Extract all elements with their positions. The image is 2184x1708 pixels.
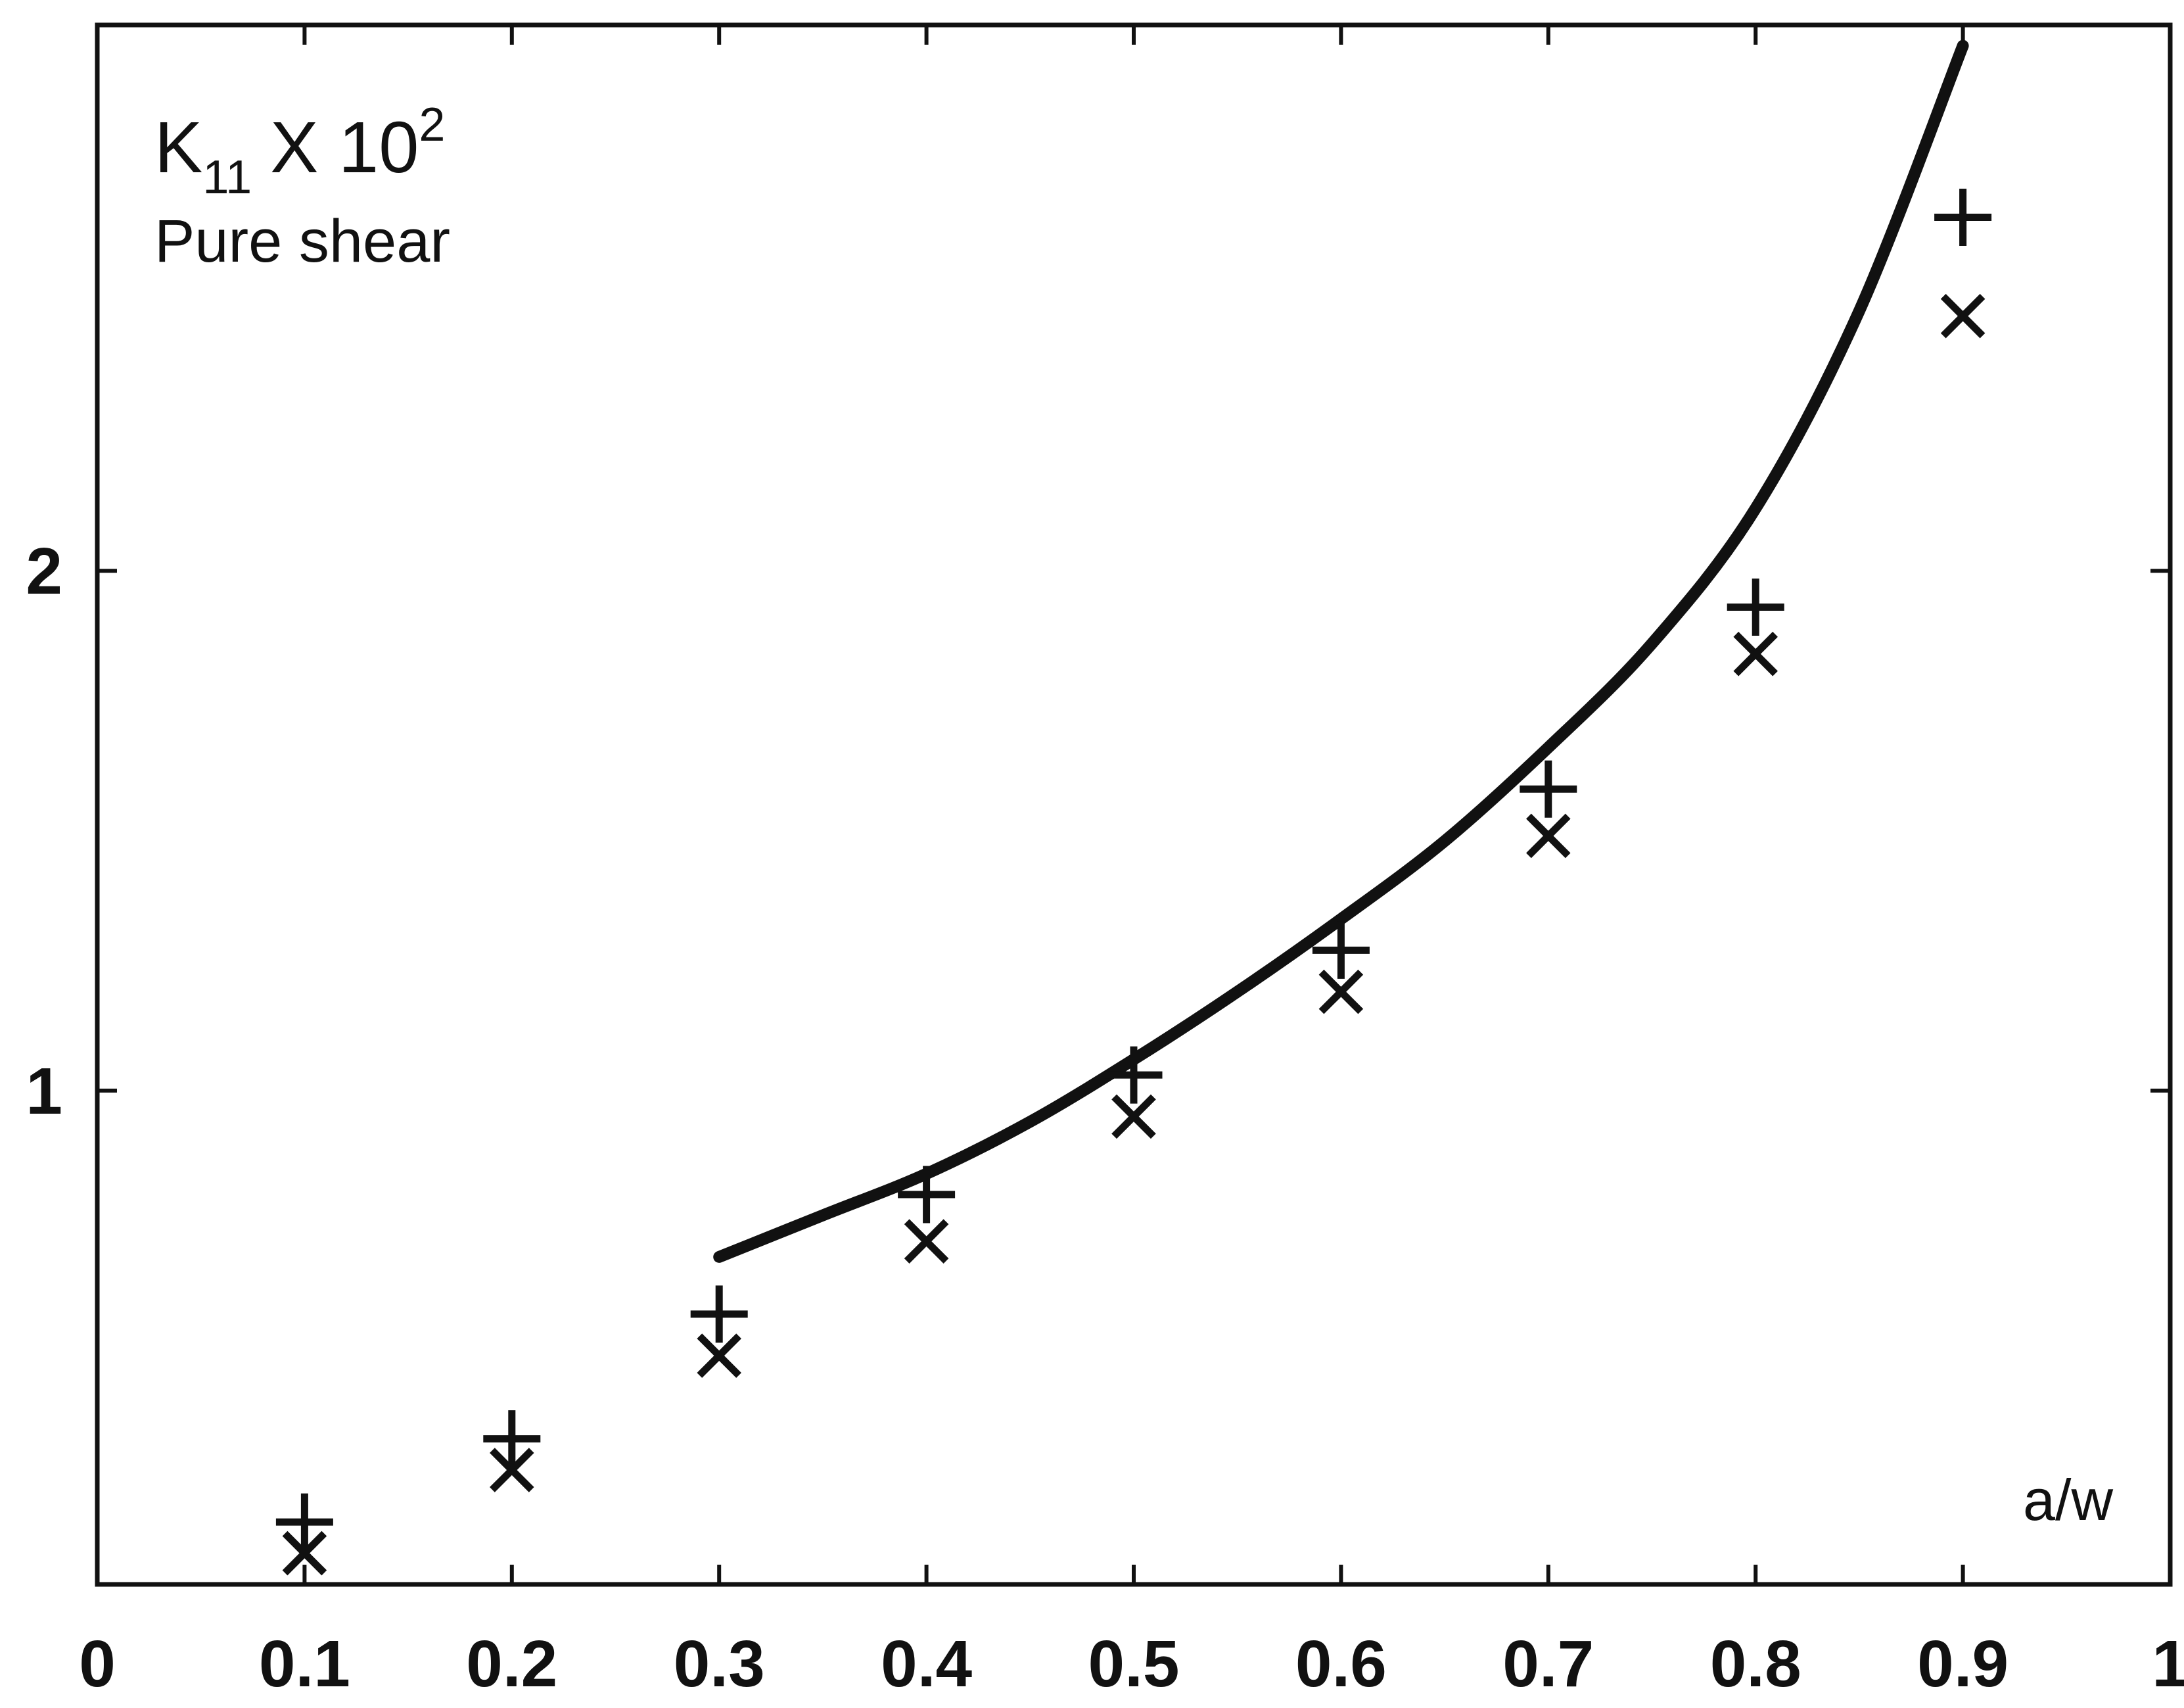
x-tick-label: 0.3 (674, 1627, 765, 1701)
cross-marker (1733, 631, 1778, 676)
x-tick-label: 0.6 (1295, 1627, 1387, 1701)
x-tick-label: 0.5 (1088, 1627, 1179, 1701)
plus-marker (1312, 921, 1370, 979)
plot-series (275, 39, 1992, 1576)
series-curve (713, 39, 1969, 1263)
plus-marker (1934, 189, 1992, 247)
plus-marker (690, 1285, 748, 1343)
cross-marker (697, 1333, 741, 1378)
cross-marker (1111, 1094, 1156, 1139)
cross-marker (490, 1448, 534, 1492)
x-tick-label: 0.2 (466, 1627, 557, 1701)
annotation-times: X 10 (270, 107, 419, 188)
cross-marker (1940, 293, 1986, 339)
cross-marker (282, 1530, 327, 1576)
plus-marker (1105, 1046, 1163, 1104)
annotation-symbol: K (154, 107, 202, 188)
annotation-subscript: 11 (202, 151, 252, 204)
x-tick-label: 0.1 (259, 1627, 350, 1701)
axes: 0 0.1 0.2 0.3 0.4 0.5 0.6 0.7 0.8 0.9 112 (26, 22, 2184, 1701)
annotation-superscript: 2 (419, 99, 445, 151)
cross-marker (1318, 969, 1364, 1014)
x-tick-label: 0.4 (881, 1627, 972, 1701)
plus-marker (1727, 579, 1784, 636)
plus-marker (275, 1493, 333, 1551)
x-tick-label: 0.7 (1502, 1627, 1594, 1701)
plus-marker (898, 1166, 956, 1223)
plus-marker (1520, 760, 1577, 818)
cross-marker (904, 1219, 949, 1264)
y-tick-label: 2 (26, 534, 62, 608)
plus-marker (483, 1410, 541, 1468)
x-tick-label: 0.9 (1917, 1627, 2009, 1701)
x-tick-label: 0 (79, 1627, 116, 1701)
chart-annotation-case: Pure shear (154, 208, 450, 275)
x-tick-label: 0.8 (1710, 1627, 1801, 1701)
x-axis-label: a/w (2023, 1467, 2113, 1532)
y-tick-label: 1 (26, 1055, 62, 1128)
cross-marker (1526, 813, 1571, 859)
x-tick-label: 1 (2152, 1627, 2184, 1701)
chart-annotation-title: K11 X 102 (154, 99, 445, 204)
